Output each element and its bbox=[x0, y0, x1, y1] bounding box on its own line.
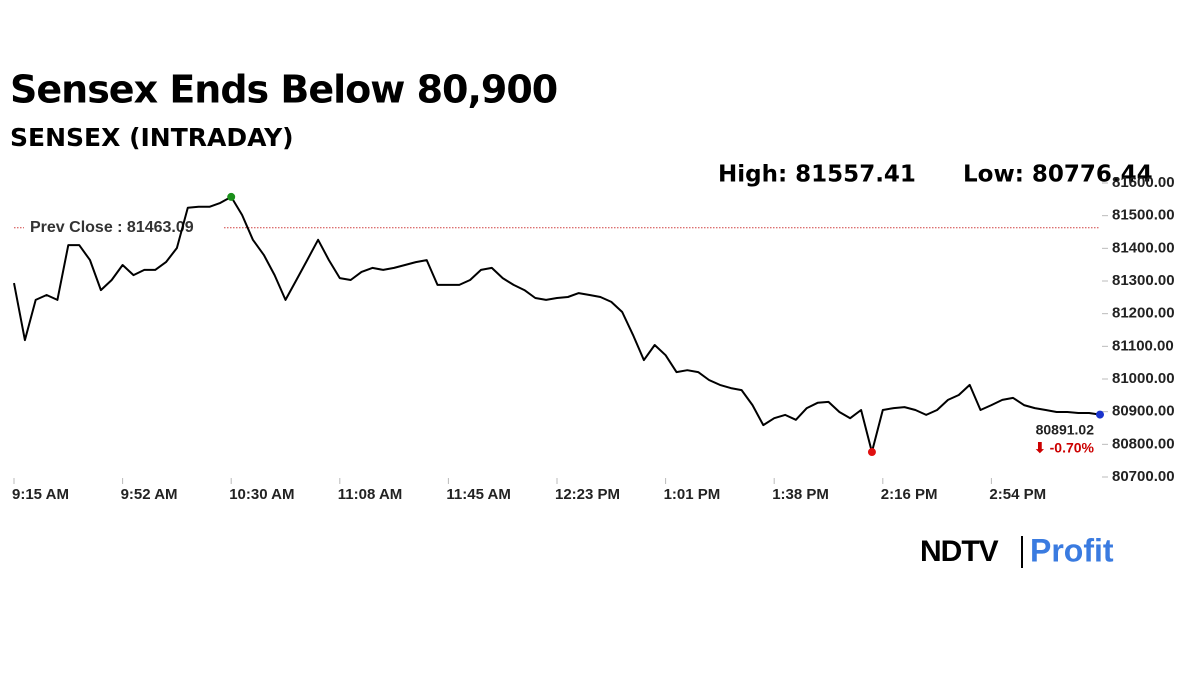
chart-title: Sensex Ends Below 80,900 bbox=[10, 68, 557, 112]
high-marker bbox=[227, 192, 236, 201]
x-tick-label: 2:54 PM bbox=[989, 486, 1046, 503]
y-tick-label: 81500.00 bbox=[1112, 207, 1175, 224]
last-marker bbox=[1096, 410, 1104, 419]
prev-close-label: Prev Close : 81463.09 bbox=[30, 219, 194, 236]
y-tick-label: 81000.00 bbox=[1112, 370, 1175, 387]
logo-ndtv: NDTV bbox=[920, 535, 999, 568]
y-tick-label: 81600.00 bbox=[1112, 174, 1175, 191]
y-tick-label: 80900.00 bbox=[1112, 403, 1175, 420]
x-tick-label: 9:15 AM bbox=[12, 486, 69, 503]
chart-subtitle: SENSEX (INTRADAY) bbox=[10, 123, 294, 152]
y-tick-label: 81200.00 bbox=[1112, 305, 1175, 322]
y-tick-label: 81400.00 bbox=[1112, 239, 1175, 256]
x-tick-label: 2:16 PM bbox=[881, 486, 938, 503]
change-label: ⬇ -0.70% bbox=[1034, 439, 1095, 455]
x-tick-label: 1:38 PM bbox=[772, 486, 829, 503]
y-tick-label: 80700.00 bbox=[1112, 468, 1175, 485]
x-tick-label: 12:23 PM bbox=[555, 486, 620, 503]
price-line bbox=[13, 195, 1101, 453]
prev-close-bg bbox=[24, 216, 224, 239]
logo-profit: Profit bbox=[1030, 532, 1114, 568]
x-tick-label: 1:01 PM bbox=[664, 486, 721, 503]
high-label: High: 81557.41 bbox=[718, 162, 916, 188]
last-value-label: 80891.02 bbox=[1036, 421, 1095, 437]
x-tick-label: 11:08 AM bbox=[338, 486, 402, 503]
y-tick-label: 81300.00 bbox=[1112, 272, 1175, 289]
x-tick-label: 10:30 AM bbox=[229, 486, 294, 503]
x-tick-label: 9:52 AM bbox=[121, 486, 178, 503]
low-label: Low: 80776.44 bbox=[963, 162, 1153, 188]
y-tick-label: 80800.00 bbox=[1112, 435, 1175, 452]
x-tick-label: 11:45 AM bbox=[446, 486, 510, 503]
low-marker bbox=[867, 448, 876, 457]
y-tick-label: 81100.00 bbox=[1112, 337, 1174, 354]
